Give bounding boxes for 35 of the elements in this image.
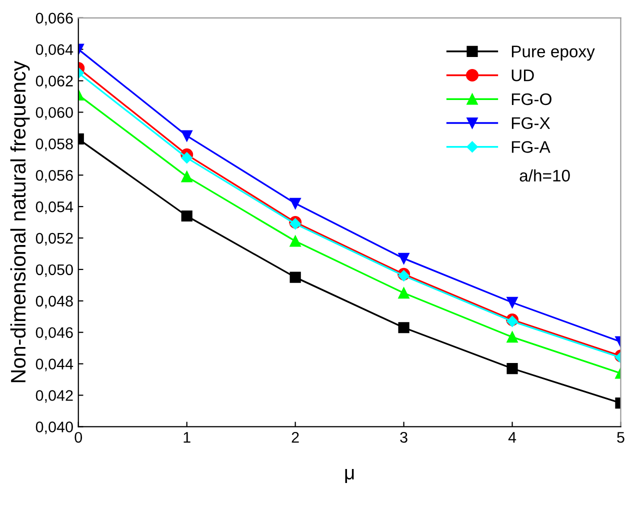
- y-tick-label: 0,048: [36, 296, 73, 308]
- y-tick-label: 0,042: [36, 390, 73, 403]
- point: [398, 287, 410, 299]
- point: [398, 322, 410, 334]
- annotation: a/h=10: [520, 169, 570, 182]
- y-tick-label: 0,058: [36, 138, 73, 152]
- x-tick-label: 0: [74, 432, 82, 443]
- point: [290, 198, 301, 209]
- x-tick-label: 3: [400, 432, 408, 443]
- legend-label: Pure epoxy: [512, 46, 595, 61]
- point: [398, 252, 410, 264]
- y-tick-label: 0,066: [36, 12, 73, 26]
- y-tick-label: 0,056: [36, 170, 73, 183]
- point: [398, 270, 410, 282]
- y-axis-title: Non-dimensional natural frequency: [10, 60, 30, 382]
- y-tick-label: 0,062: [36, 76, 73, 88]
- y-tick-label: 0,046: [36, 327, 73, 340]
- y-tick-label: 0,040: [36, 422, 73, 434]
- y-tick-label: 0,054: [36, 201, 74, 214]
- x-tick-label: 4: [508, 432, 516, 443]
- y-tick-label: 0,060: [36, 107, 73, 120]
- x-tick-label: 5: [617, 432, 624, 443]
- legend-label: FG-O: [512, 93, 552, 106]
- y-tick-label: 0,052: [36, 232, 73, 246]
- x-tick-label: 2: [292, 432, 299, 443]
- y-tick-label: 0,064: [36, 44, 74, 57]
- x-axis-title: μ: [345, 469, 354, 484]
- legend-label: UD: [512, 70, 534, 82]
- point: [290, 272, 301, 283]
- y-tick-label: 0,044: [36, 358, 74, 372]
- y-tick-label: 0,050: [36, 264, 73, 277]
- x-tick-label: 1: [184, 432, 190, 443]
- legend-label: FG-X: [512, 117, 550, 129]
- legend-label: FG-A: [512, 141, 550, 153]
- point: [290, 236, 301, 247]
